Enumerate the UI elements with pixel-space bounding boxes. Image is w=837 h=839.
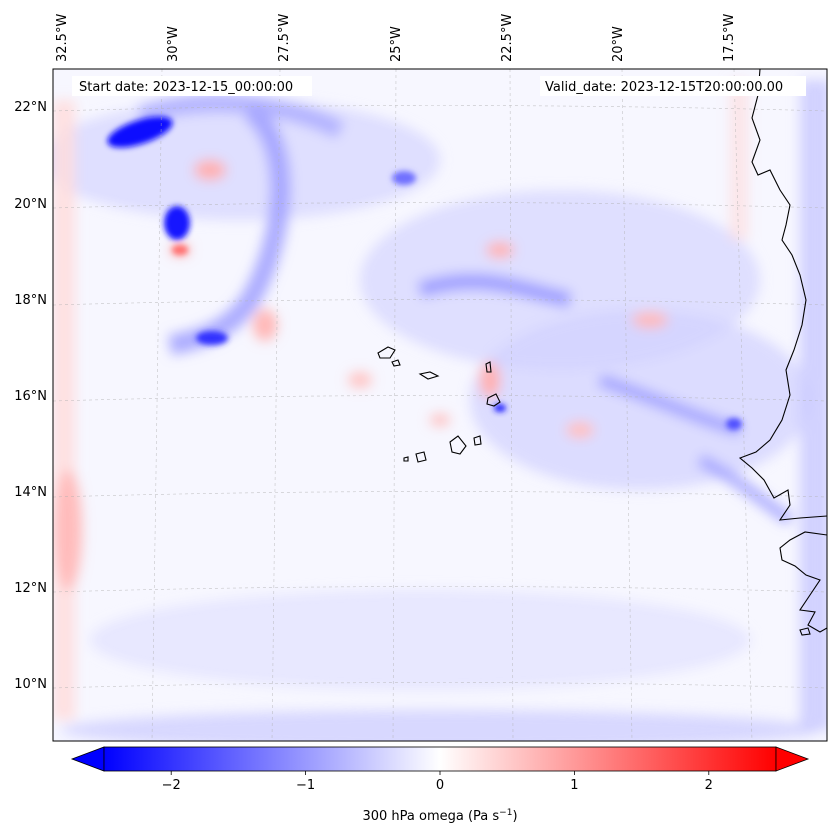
lon-label-17.5W: 17.5°W — [722, 14, 737, 62]
lat-label-16N: 16°N — [14, 389, 47, 404]
island-brava — [403, 456, 409, 462]
island-sao-vicente — [391, 359, 401, 367]
island-maio — [473, 435, 482, 446]
lat-label-22N: 22°N — [14, 100, 47, 115]
colorbar-tick-label: 0 — [436, 778, 444, 793]
colorbar-tick-label: −1 — [296, 778, 315, 793]
colorbar: −2 −1 0 1 2 300 hPa omega (Pa s−1) — [70, 746, 810, 824]
island-boa-vista — [486, 393, 501, 407]
start-date-box — [72, 76, 312, 96]
omega-field — [53, 69, 827, 741]
lat-label-14N: 14°N — [14, 485, 47, 500]
island-sal — [485, 361, 492, 373]
colorbar-tick-label: 2 — [705, 778, 713, 793]
valid-date-label: Valid_date: 2023-12-15T20:00:00.00 — [545, 80, 783, 95]
start-date-label: Start date: 2023-12-15_00:00:00 — [79, 80, 293, 95]
lon-label-20W: 20°W — [611, 26, 626, 62]
lat-label-12N: 12°N — [14, 581, 47, 596]
island-bijagos — [799, 627, 811, 636]
lat-label-10N: 10°N — [14, 677, 47, 692]
colorbar-ticks: −2 −1 0 1 2 — [162, 771, 713, 793]
map-frame — [52, 68, 828, 742]
longitude-labels: 32.5°W 30°W 27.5°W 25°W 22.5°W 20°W 17.5… — [55, 14, 737, 62]
island-santiago — [449, 435, 467, 455]
lon-label-22.5W: 22.5°W — [500, 14, 515, 62]
island-sao-nicolau — [418, 371, 440, 380]
lat-label-18N: 18°N — [14, 293, 47, 308]
lon-label-27.5W: 27.5°W — [277, 14, 292, 62]
colorbar-gradient — [103, 746, 777, 772]
graticule — [53, 69, 827, 741]
lon-label-25W: 25°W — [389, 26, 404, 62]
colorbar-min-arrow — [70, 746, 105, 772]
lat-label-20N: 20°N — [14, 197, 47, 212]
lon-label-30W: 30°W — [166, 26, 181, 62]
island-santo-antao — [377, 346, 396, 359]
colorbar-label: 300 hPa omega (Pa s−1) — [362, 808, 517, 824]
latitude-labels: 22°N 20°N 18°N 16°N 14°N 12°N 10°N — [14, 100, 47, 692]
african-coastline — [738, 69, 827, 521]
lon-label-32.5W: 32.5°W — [55, 14, 70, 62]
coastlines — [377, 69, 827, 636]
colorbar-max-arrow — [775, 746, 810, 772]
field-smooth-layer — [53, 80, 827, 741]
guinea-coastline — [779, 531, 827, 633]
island-fogo — [415, 451, 427, 463]
field-strong-cores — [107, 116, 742, 430]
colorbar-tick-label: 1 — [570, 778, 578, 793]
valid-date-box — [540, 76, 806, 96]
colorbar-tick-label: −2 — [162, 778, 181, 793]
